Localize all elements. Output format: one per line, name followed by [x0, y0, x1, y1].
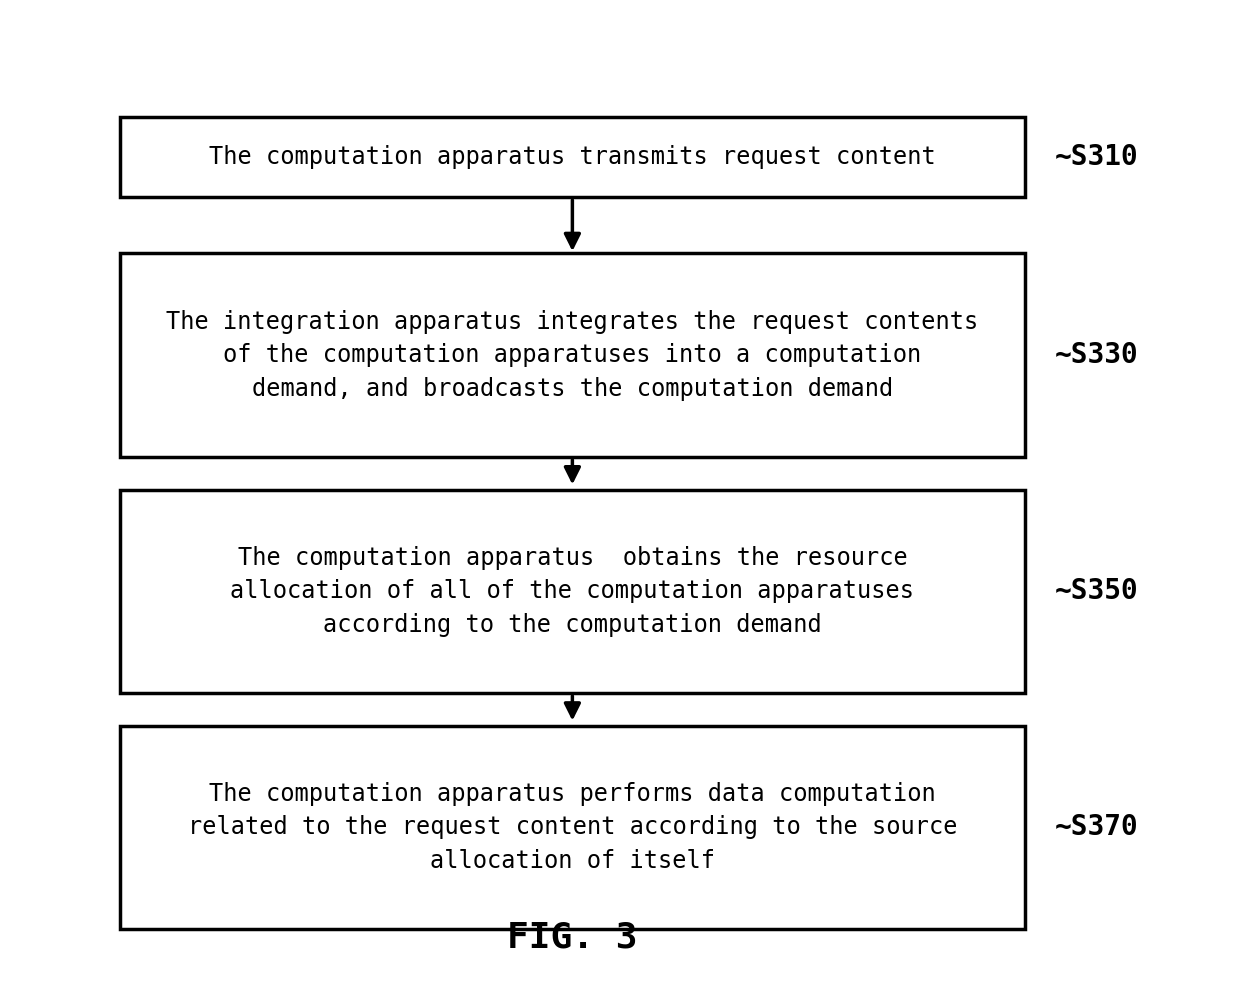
Text: The computation apparatus  obtains the resource
allocation of all of the computa: The computation apparatus obtains the re…	[231, 546, 914, 637]
Bar	[120, 254, 1024, 457]
Text: FIG. 3: FIG. 3	[507, 921, 637, 954]
Bar	[120, 726, 1024, 929]
Text: The computation apparatus transmits request content: The computation apparatus transmits requ…	[210, 145, 936, 168]
Bar	[120, 490, 1024, 693]
Text: ~S350: ~S350	[1054, 578, 1138, 605]
Text: ~S310: ~S310	[1054, 143, 1138, 170]
Text: The computation apparatus performs data computation
related to the request conte: The computation apparatus performs data …	[187, 782, 957, 873]
Bar	[120, 116, 1024, 197]
Text: The integration apparatus integrates the request contents
of the computation app: The integration apparatus integrates the…	[166, 310, 978, 400]
Text: ~S370: ~S370	[1054, 814, 1138, 841]
Text: ~S330: ~S330	[1054, 341, 1138, 369]
